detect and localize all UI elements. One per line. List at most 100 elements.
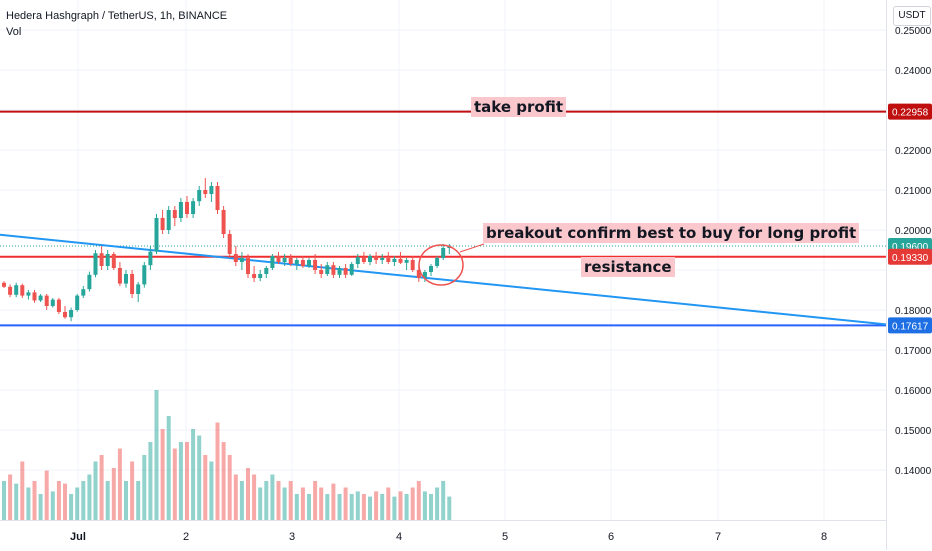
candle bbox=[435, 258, 440, 266]
candle bbox=[69, 310, 74, 318]
volume-bar bbox=[361, 494, 366, 520]
volume-bar bbox=[288, 481, 293, 520]
candle bbox=[368, 256, 372, 262]
volume-bar bbox=[227, 455, 232, 520]
candle bbox=[416, 270, 421, 278]
candle bbox=[288, 258, 293, 264]
volume-bar bbox=[319, 487, 324, 520]
time-tick-label: 8 bbox=[821, 531, 827, 543]
price-label-box bbox=[888, 103, 932, 120]
volume-bar bbox=[221, 442, 226, 520]
volume-bar bbox=[203, 455, 208, 520]
volume-bar bbox=[270, 474, 275, 520]
volume-bar bbox=[233, 474, 238, 520]
volume-bar bbox=[429, 494, 433, 520]
volume-bar bbox=[264, 481, 269, 520]
candle bbox=[429, 266, 433, 272]
volume-bar bbox=[337, 494, 342, 520]
candle bbox=[227, 234, 232, 254]
candle bbox=[166, 210, 171, 230]
volume-bar bbox=[160, 429, 165, 520]
volume-bar bbox=[331, 483, 336, 520]
time-tick-label: Jul bbox=[70, 531, 86, 543]
candle bbox=[282, 258, 287, 262]
volume-bar bbox=[14, 483, 19, 520]
candle bbox=[124, 274, 128, 284]
volume-bar bbox=[178, 442, 183, 520]
candle bbox=[93, 253, 98, 275]
candle bbox=[44, 295, 49, 306]
volume-bar bbox=[56, 481, 61, 520]
price-tick-label: 0.17000 bbox=[895, 346, 932, 357]
volume-bar bbox=[435, 487, 440, 520]
volume-bar bbox=[368, 496, 372, 520]
price-axis-scale: 0.25000 0.24000 0.22000 0.21000 0.20000 0.180… bbox=[888, 26, 932, 477]
candle bbox=[239, 258, 244, 262]
volume-bar bbox=[44, 470, 49, 520]
volume-bar bbox=[154, 390, 159, 520]
chart-area[interactable]: Hedera Hashgraph / TetherUS, 1h, BINANCE… bbox=[0, 0, 886, 520]
candle bbox=[441, 248, 446, 258]
candle bbox=[349, 264, 354, 275]
price-tick-label: 0.15000 bbox=[895, 426, 932, 437]
candle bbox=[392, 258, 397, 262]
volume-bar bbox=[410, 487, 415, 520]
volume-bar bbox=[252, 474, 257, 520]
volume-bar bbox=[81, 481, 86, 520]
candle bbox=[386, 258, 391, 262]
candle bbox=[87, 274, 92, 290]
volume-bar bbox=[117, 448, 122, 520]
candle bbox=[404, 260, 409, 263]
volume-indicator-label: Vol bbox=[6, 26, 22, 38]
volume-bar bbox=[386, 487, 391, 520]
volume-bar bbox=[8, 474, 13, 520]
volume-bar bbox=[313, 481, 318, 520]
candle bbox=[233, 254, 238, 262]
volume-bar bbox=[166, 416, 171, 520]
volume-bar bbox=[50, 491, 55, 520]
currency-button[interactable]: USDT bbox=[893, 6, 931, 26]
take-profit-note[interactable]: take profit bbox=[471, 97, 566, 117]
annotation-connector bbox=[459, 243, 485, 253]
resistance-note[interactable]: resistance bbox=[581, 257, 675, 277]
volume-bar bbox=[172, 448, 177, 520]
price-label: 0.19600 bbox=[892, 242, 929, 253]
price-tick-label: 0.21000 bbox=[895, 186, 932, 197]
price-tick-label: 0.24000 bbox=[895, 66, 932, 77]
volume-bar bbox=[2, 481, 6, 520]
volume-bar bbox=[307, 494, 311, 520]
symbol-legend: Hedera Hashgraph / TetherUS, 1h, BINANCE… bbox=[6, 10, 227, 38]
candle bbox=[294, 260, 299, 264]
price-label-box bbox=[888, 317, 932, 334]
volume-bar bbox=[130, 461, 135, 520]
volume-bar bbox=[416, 481, 421, 520]
time-tick-label: 3 bbox=[289, 531, 295, 543]
volume-bar bbox=[209, 461, 214, 520]
volume-bar bbox=[441, 481, 446, 520]
time-axis-scale: Jul 2 3 4 5 6 7 8 bbox=[70, 531, 827, 543]
price-axis[interactable]: USDT 0.25000 0.24000 0.22000 0.21000 0.20000… bbox=[886, 0, 932, 550]
candle bbox=[203, 190, 208, 194]
price-tick-label: 0.22000 bbox=[895, 146, 932, 157]
candle bbox=[197, 190, 202, 202]
candle bbox=[154, 218, 159, 252]
candle bbox=[276, 256, 281, 262]
volume-bar bbox=[111, 468, 116, 520]
price-chart[interactable] bbox=[0, 0, 886, 520]
candle bbox=[117, 268, 122, 284]
time-axis[interactable]: Jul 2 3 4 5 6 7 8 bbox=[0, 520, 886, 551]
candle bbox=[63, 312, 67, 318]
candle bbox=[20, 285, 25, 296]
symbol-title: Hedera Hashgraph / TetherUS, 1h, BINANCE bbox=[6, 10, 228, 22]
volume-bar bbox=[355, 491, 360, 520]
breakout-note[interactable]: breakout confirm best to buy for long pr… bbox=[483, 223, 860, 243]
volume-bar bbox=[294, 494, 299, 520]
volume-bar bbox=[105, 481, 110, 520]
candle bbox=[325, 265, 330, 274]
price-label-box bbox=[888, 248, 932, 265]
candle bbox=[160, 218, 165, 230]
candle bbox=[209, 186, 214, 194]
volume-bar bbox=[191, 429, 196, 520]
candle bbox=[422, 272, 427, 278]
candle bbox=[331, 265, 336, 275]
